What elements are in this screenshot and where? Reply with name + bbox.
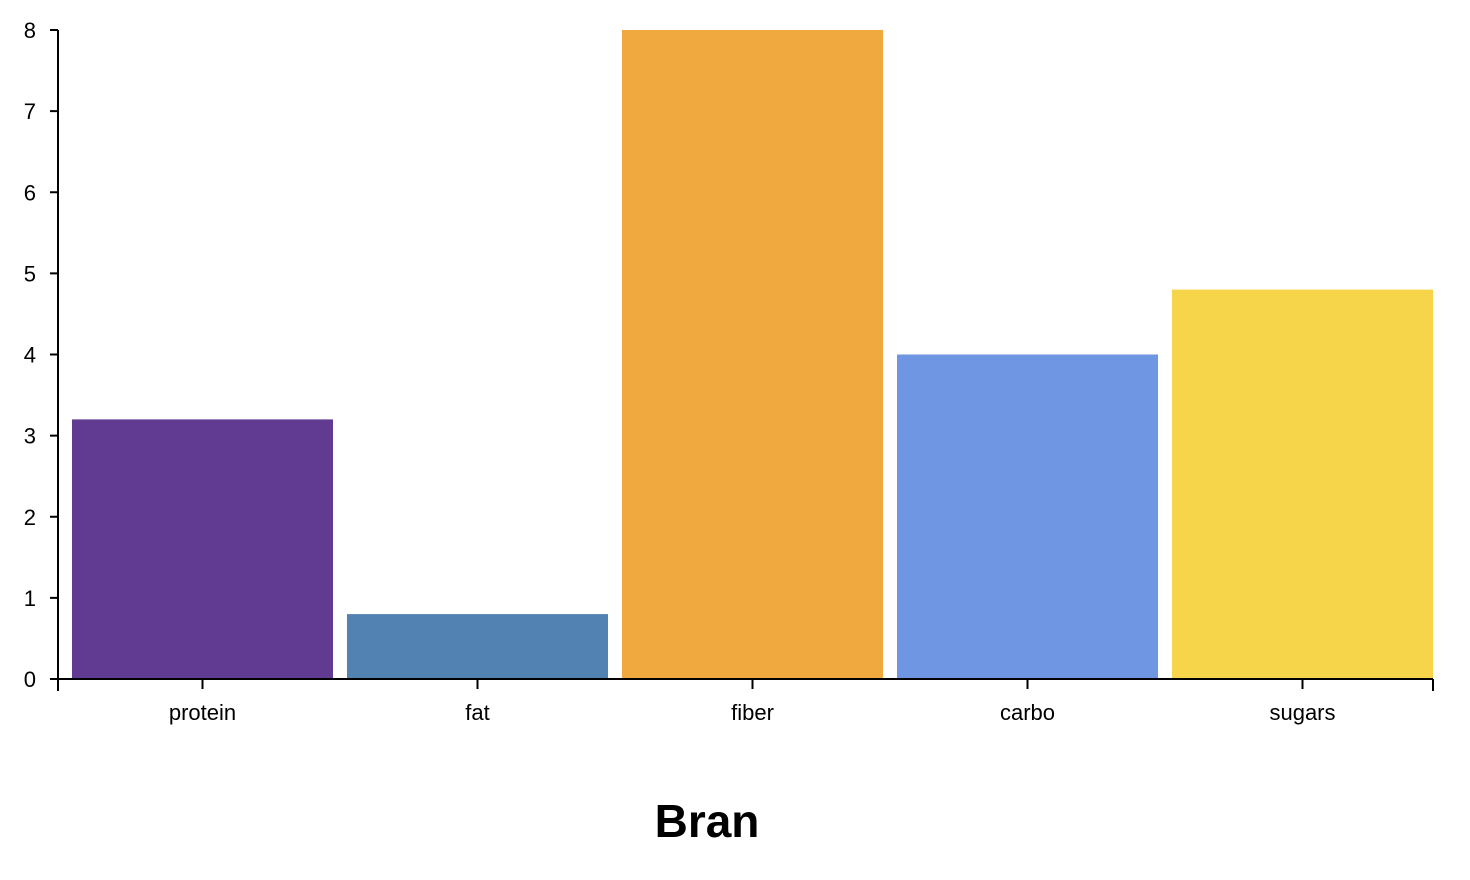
y-tick-label: 7 xyxy=(24,99,36,124)
y-tick-label: 2 xyxy=(24,505,36,530)
x-tick-label-fat: fat xyxy=(465,700,489,725)
bar-protein xyxy=(72,419,333,679)
y-tick-label: 1 xyxy=(24,586,36,611)
bar-sugars xyxy=(1172,289,1433,679)
y-tick-label: 6 xyxy=(24,180,36,205)
bar-fiber xyxy=(622,30,883,679)
x-tick-label-fiber: fiber xyxy=(731,700,774,725)
x-tick-label-carbo: carbo xyxy=(1000,700,1055,725)
y-tick-label: 5 xyxy=(24,261,36,286)
bar-fat xyxy=(347,614,608,679)
x-tick-label-sugars: sugars xyxy=(1269,700,1335,725)
y-tick-label: 8 xyxy=(24,18,36,43)
bar-chart: 0 1 2 3 4 5 6 7 8 protein fat fiber carbo sugars xyxy=(24,18,1434,725)
x-tick-label-protein: protein xyxy=(169,700,236,725)
chart-title: Bran xyxy=(654,795,760,847)
y-tick-label: 3 xyxy=(24,424,36,449)
bar-carbo xyxy=(897,354,1158,679)
y-tick-label: 4 xyxy=(24,343,36,368)
y-tick-label: 0 xyxy=(24,667,36,692)
